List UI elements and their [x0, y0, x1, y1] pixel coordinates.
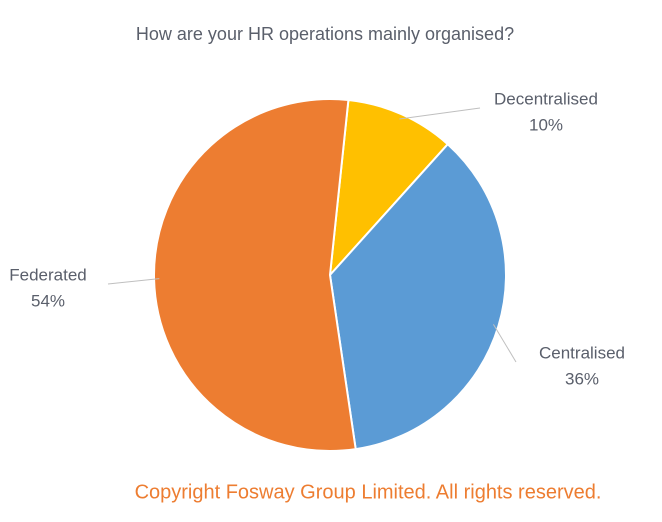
- leader-line: [493, 324, 517, 363]
- slice-label: Decentralised: [494, 89, 598, 108]
- pie-slice: [328, 142, 507, 451]
- leader-line: [107, 278, 160, 285]
- leader-line: [399, 107, 481, 120]
- slice-value: 10%: [529, 115, 563, 134]
- copyright: Copyright Fosway Group Limited. All righ…: [135, 481, 602, 503]
- slice-label: Federated: [9, 265, 87, 284]
- chart-title: How are your HR operations mainly organi…: [136, 24, 514, 44]
- pie-slice: [153, 98, 357, 452]
- slice-value: 36%: [565, 369, 599, 388]
- pie-slice: [328, 98, 450, 278]
- slice-value: 54%: [31, 291, 65, 310]
- slice-label: Centralised: [539, 343, 625, 362]
